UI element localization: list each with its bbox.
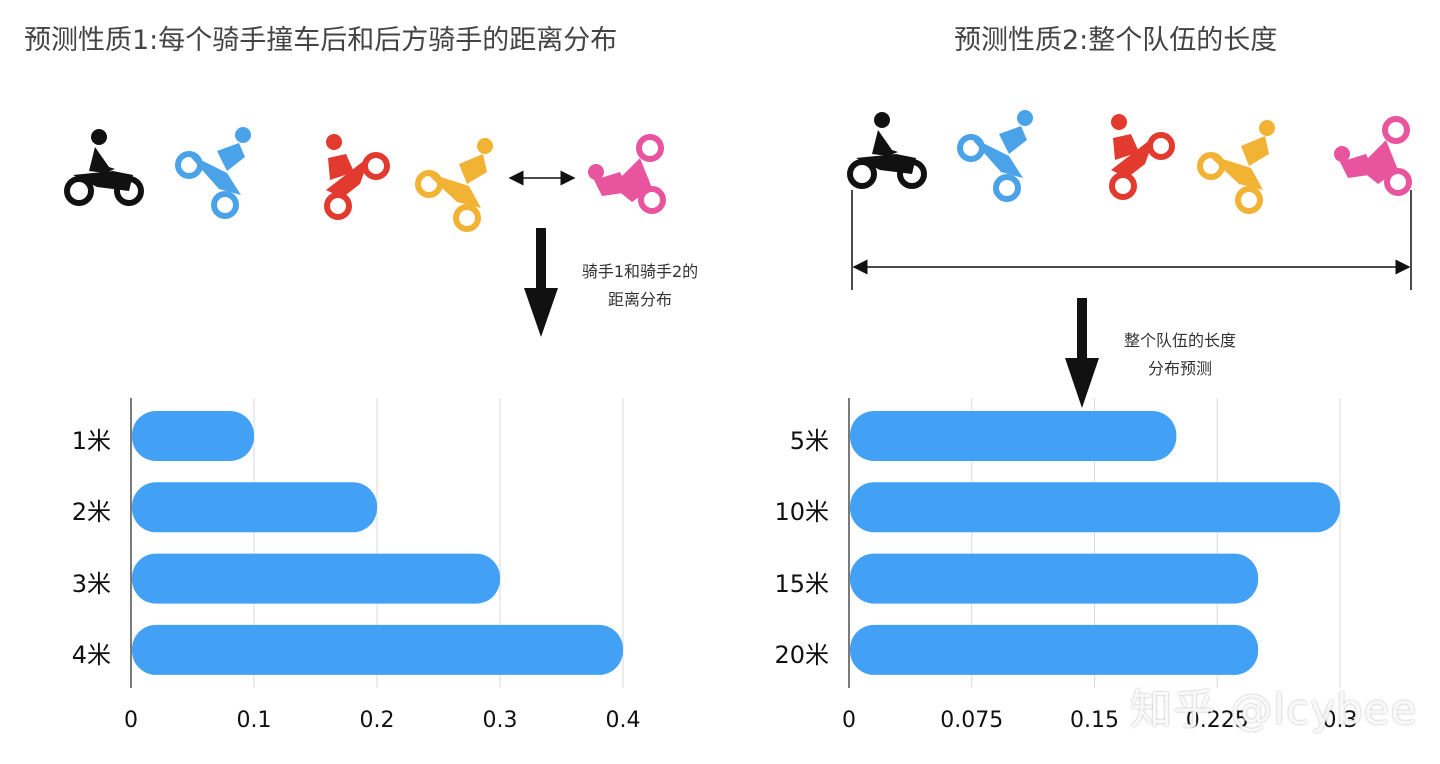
left-crashed-rider-icon [588, 134, 666, 214]
left-tick-label: 0 [124, 708, 138, 733]
team-length-bracket [851, 190, 1412, 290]
right-crashed-rider-icon [1334, 116, 1412, 196]
left-note: 骑手1和骑手2的 距离分布 [560, 258, 720, 314]
left-down-arrow-icon [524, 228, 558, 337]
left-category-label: 1米 [71, 427, 111, 455]
right-bar-chart [848, 398, 1341, 688]
left-tick-label: 0.4 [605, 708, 641, 733]
right-tick-label: 0.225 [1185, 708, 1249, 733]
left-category-label: 2米 [71, 498, 111, 527]
left-bar [132, 482, 377, 533]
left-bar [132, 411, 254, 461]
watermark: 知乎 @lcybee [1130, 685, 1418, 734]
right-note-line-1: 整个队伍的长度 [1123, 331, 1236, 350]
left-note-line-2: 距离分布 [607, 290, 672, 309]
right-category-label: 5米 [789, 427, 829, 455]
right-down-arrow-icon [1065, 298, 1099, 408]
left-tick-label: 0.1 [236, 708, 272, 733]
right-chart-title: 预测性质2:整个队伍的长度 [954, 25, 1278, 56]
left-bar [132, 553, 500, 604]
left-chart-title: 预测性质1:每个骑手撞车后和后方骑手的距离分布 [24, 25, 618, 56]
left-motorcycle-rider-icon [64, 129, 144, 206]
right-motorcycle-rider-icon [847, 112, 927, 189]
left-tick-label: 0.2 [359, 708, 395, 733]
left-wheelie-rider-icon [324, 134, 390, 220]
right-tick-label: 0.3 [1322, 708, 1358, 733]
right-category-label: 15米 [774, 569, 829, 598]
right-bar [850, 482, 1340, 533]
left-note-line-1: 骑手1和骑手2的 [581, 262, 699, 281]
right-bar [850, 624, 1259, 675]
left-tick-label: 0.3 [482, 708, 518, 733]
left-racer-rider-icon [415, 138, 493, 232]
left-bar [132, 624, 623, 675]
right-category-label: 20米 [774, 640, 829, 669]
left-category-label: 3米 [71, 569, 111, 598]
right-bar [850, 553, 1259, 604]
left-riders-row [64, 127, 666, 232]
right-tick-label: 0.15 [1070, 708, 1119, 733]
left-category-label: 4米 [71, 640, 111, 669]
left-dirtbike-rider-icon [175, 127, 251, 219]
right-category-label: 10米 [774, 498, 829, 527]
right-riders-row [847, 110, 1412, 214]
right-note: 整个队伍的长度 分布预测 [1100, 327, 1260, 383]
left-bar-chart [130, 398, 624, 688]
right-racer-rider-icon [1197, 120, 1275, 214]
right-bar [850, 411, 1177, 461]
right-dirtbike-rider-icon [957, 110, 1033, 202]
right-note-line-2: 分布预测 [1147, 359, 1212, 378]
right-tick-label: 0 [842, 708, 856, 733]
right-tick-label: 0.075 [940, 708, 1004, 733]
right-wheelie-rider-icon [1109, 114, 1175, 200]
